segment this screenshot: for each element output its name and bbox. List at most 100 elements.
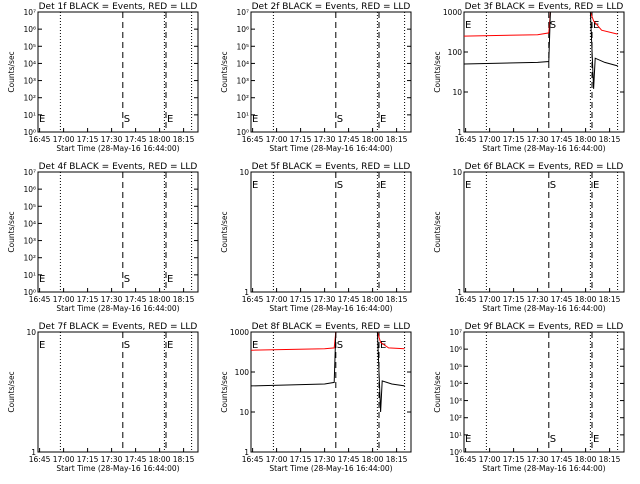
panel-2-x-tick-label-6: 18:00: [362, 135, 384, 144]
panel-5-x-axis-label: Start Time (28-May-16 16:44:00): [269, 304, 392, 313]
panel-8-y-tick-label-3: 100: [235, 368, 250, 377]
panel-5-y-tick-label-2: 10: [239, 168, 249, 177]
panel-8-x-tick-label-1: 16:45: [242, 455, 264, 464]
panel-2-marker-e-3: E: [380, 114, 386, 125]
panel-5-x-tick-label-1: 16:45: [242, 295, 264, 304]
panel-3-y-tick-label-3: 100: [448, 48, 463, 57]
panel-2-y-tick-label-3: 10²: [236, 94, 249, 103]
panel-6-plot-frame: [463, 171, 625, 293]
panel-9-y-tick-label-5: 10⁴: [449, 379, 462, 388]
panel-3-x-tick-label-7: 18:15: [599, 135, 621, 144]
panel-3-y-tick-label-1: 1: [457, 128, 462, 137]
panel-6-marker-e-3: E: [593, 180, 599, 191]
panel-8-marker-e-1: E: [252, 340, 258, 351]
panel-2-y-tick-label-1: 10⁰: [236, 128, 249, 137]
panel-7-plot-frame: [37, 331, 199, 453]
panel-8-y-tick-label-2: 10: [239, 408, 249, 417]
panel-5-x-tick-label-4: 17:30: [314, 295, 336, 304]
panel-1-marker-e-3: E: [167, 114, 173, 125]
panel-8-title: Det 8f BLACK = Events, RED = LLD: [252, 322, 411, 332]
panel-4-marker-s-2: S: [124, 274, 130, 285]
panel-4-x-tick-label-1: 16:45: [29, 295, 51, 304]
panel-3-y-tick-label-2: 10: [452, 88, 462, 97]
panel-6-x-axis-label: Start Time (28-May-16 16:44:00): [482, 304, 605, 313]
panel-2-marker-s-2: S: [337, 114, 343, 125]
panel-7-y-tick-label-2: 10: [26, 328, 36, 337]
panel-4-x-tick-label-5: 17:45: [125, 295, 147, 304]
panel-4-y-tick-label-1: 10⁰: [23, 288, 36, 297]
panel-3-plot-frame: [463, 11, 625, 133]
panel-9-y-tick-label-3: 10²: [449, 414, 462, 423]
panel-1-marker-e-1: E: [39, 114, 45, 125]
panel-1-y-tick-label-1: 10⁰: [23, 128, 36, 137]
panel-6-marker-e-1: E: [465, 180, 471, 191]
panel-6-title: Det 6f BLACK = Events, RED = LLD: [465, 162, 624, 172]
panel-6-y-tick-label-2: 10: [452, 168, 462, 177]
panel-7-x-tick-label-2: 17:00: [53, 455, 75, 464]
panel-3-y-tick-label-4: 1000: [443, 8, 462, 17]
panel-9-y-axis-label: Counts/sec: [433, 371, 442, 412]
panel-7-title: Det 7f BLACK = Events, RED = LLD: [39, 322, 198, 332]
panel-8-x-tick-label-2: 17:00: [266, 455, 288, 464]
panel-3-marker-e-3: E: [593, 20, 599, 31]
panel-9-y-tick-label-2: 10¹: [449, 431, 462, 440]
panel-9-x-axis-label: Start Time (28-May-16 16:44:00): [482, 464, 605, 473]
panel-1-x-tick-label-5: 17:45: [125, 135, 147, 144]
panel-9-x-tick-label-5: 17:45: [551, 455, 573, 464]
panel-4-x-tick-label-4: 17:30: [101, 295, 123, 304]
panel-9-x-tick-label-4: 17:30: [527, 455, 549, 464]
panel-5-x-tick-label-6: 18:00: [362, 295, 384, 304]
panel-6-x-tick-label-5: 17:45: [551, 295, 573, 304]
panel-7-marker-e-1: E: [39, 340, 45, 351]
panel-8-y-tick-label-1: 1: [244, 448, 249, 457]
panel-1-x-tick-label-6: 18:00: [149, 135, 171, 144]
panel-2-y-tick-label-2: 10¹: [236, 111, 249, 120]
panel-3-title: Det 3f BLACK = Events, RED = LLD: [465, 2, 624, 12]
panel-2-y-tick-label-7: 10⁶: [236, 25, 249, 34]
panel-3-x-tick-label-2: 17:00: [479, 135, 501, 144]
panel-4-y-tick-label-2: 10¹: [23, 271, 36, 280]
panel-6-x-tick-label-4: 17:30: [527, 295, 549, 304]
panel-7-y-axis-label: Counts/sec: [7, 371, 16, 412]
panel-2-marker-e-1: E: [252, 114, 258, 125]
panel-1-x-tick-label-4: 17:30: [101, 135, 123, 144]
panel-9-x-tick-label-7: 18:15: [599, 455, 621, 464]
panel-9-y-tick-label-4: 10³: [449, 397, 462, 406]
panel-2-title: Det 2f BLACK = Events, RED = LLD: [252, 2, 411, 12]
panel-7-x-tick-label-3: 17:15: [77, 455, 99, 464]
panel-3-y-axis-label: Counts/sec: [433, 51, 442, 92]
panel-7-x-tick-label-7: 18:15: [173, 455, 195, 464]
panel-1-x-axis-label: Start Time (28-May-16 16:44:00): [56, 144, 179, 153]
panel-4-y-tick-label-8: 10⁷: [23, 168, 36, 177]
panel-9-y-tick-label-1: 10⁰: [449, 448, 462, 457]
panel-5-x-tick-label-3: 17:15: [290, 295, 312, 304]
panel-5-y-axis-label: Counts/sec: [220, 211, 229, 252]
panel-6-x-tick-label-6: 18:00: [575, 295, 597, 304]
panel-4-y-tick-label-5: 10⁴: [23, 219, 36, 228]
panel-9-x-tick-label-3: 17:15: [503, 455, 525, 464]
panel-3-x-axis-label: Start Time (28-May-16 16:44:00): [482, 144, 605, 153]
panel-6-x-tick-label-2: 17:00: [479, 295, 501, 304]
panel-8-plot-frame: [250, 331, 412, 453]
panel-9-plot-frame: [463, 331, 625, 453]
panel-1-plot-frame: [37, 11, 199, 133]
panel-2-y-tick-label-4: 10³: [236, 77, 249, 86]
panel-7-y-tick-label-1: 1: [31, 448, 36, 457]
panel-1-y-axis-label: Counts/sec: [7, 51, 16, 92]
panel-8-marker-e-3: E: [380, 340, 386, 351]
panel-7-x-tick-label-1: 16:45: [29, 455, 51, 464]
panel-8-marker-s-2: S: [337, 340, 343, 351]
panel-1-y-tick-label-3: 10²: [23, 94, 36, 103]
panel-6-x-tick-label-3: 17:15: [503, 295, 525, 304]
panel-4-plot-frame: [37, 171, 199, 293]
panel-9-marker-s-2: S: [550, 434, 556, 445]
panel-1-y-tick-label-5: 10⁴: [23, 59, 36, 68]
panel-1-y-tick-label-6: 10⁵: [23, 42, 36, 51]
panel-1-y-tick-label-7: 10⁶: [23, 25, 36, 34]
panel-5-x-tick-label-5: 17:45: [338, 295, 360, 304]
panel-1-y-tick-label-2: 10¹: [23, 111, 36, 120]
panel-6-y-axis-label: Counts/sec: [433, 211, 442, 252]
panel-4-y-tick-label-4: 10³: [23, 237, 36, 246]
panel-5-title: Det 5f BLACK = Events, RED = LLD: [252, 162, 411, 172]
panel-1-title: Det 1f BLACK = Events, RED = LLD: [39, 2, 198, 12]
